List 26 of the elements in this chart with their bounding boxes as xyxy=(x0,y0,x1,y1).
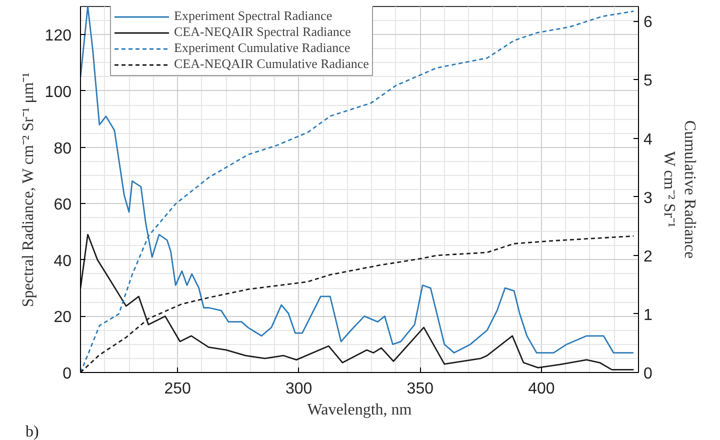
y-tick-label: 120 xyxy=(44,28,72,45)
y-tick-label: 0 xyxy=(62,366,72,382)
legend-label: CEA-NEQAIR Spectral Radiance xyxy=(174,24,351,40)
y2-tick-label: 3 xyxy=(644,190,652,207)
x-tick-label: 250 xyxy=(164,380,191,398)
y2-tick-label: 1 xyxy=(644,306,652,324)
x-tick-label: 300 xyxy=(286,380,312,398)
y-tick-label: 40 xyxy=(54,252,72,270)
y2-tick-label: 6 xyxy=(644,14,652,32)
y2-tick-label: 2 xyxy=(644,248,652,266)
y2-tick-label: 4 xyxy=(644,131,652,148)
y-tick-label: 60 xyxy=(54,196,72,214)
y-tick-label: 100 xyxy=(44,84,72,101)
y2-tick-label: 5 xyxy=(644,72,652,90)
x-tick-label: 350 xyxy=(406,380,434,398)
x-tick-label: 400 xyxy=(528,380,555,398)
legend-label: Experiment Spectral Radiance xyxy=(174,8,332,24)
y-tick-label: 20 xyxy=(54,309,72,326)
x-axis-title: Wavelength, nm xyxy=(307,402,412,418)
y-axis-title: Spectral Radiance, W cm⁻² Sr⁻¹ μm⁻¹ xyxy=(20,72,37,308)
legend-label: Experiment Cumulative Radiance xyxy=(174,40,350,56)
text: b) xyxy=(26,424,39,440)
y-tick-label: 80 xyxy=(54,140,72,158)
y2-axis-title: Cumulative Radiance W cm⁻² Sr⁻¹ xyxy=(660,120,698,259)
legend-label: CEA-NEQAIR Cumulative Radiance xyxy=(174,56,369,72)
y2-tick-label: 0 xyxy=(644,366,652,382)
